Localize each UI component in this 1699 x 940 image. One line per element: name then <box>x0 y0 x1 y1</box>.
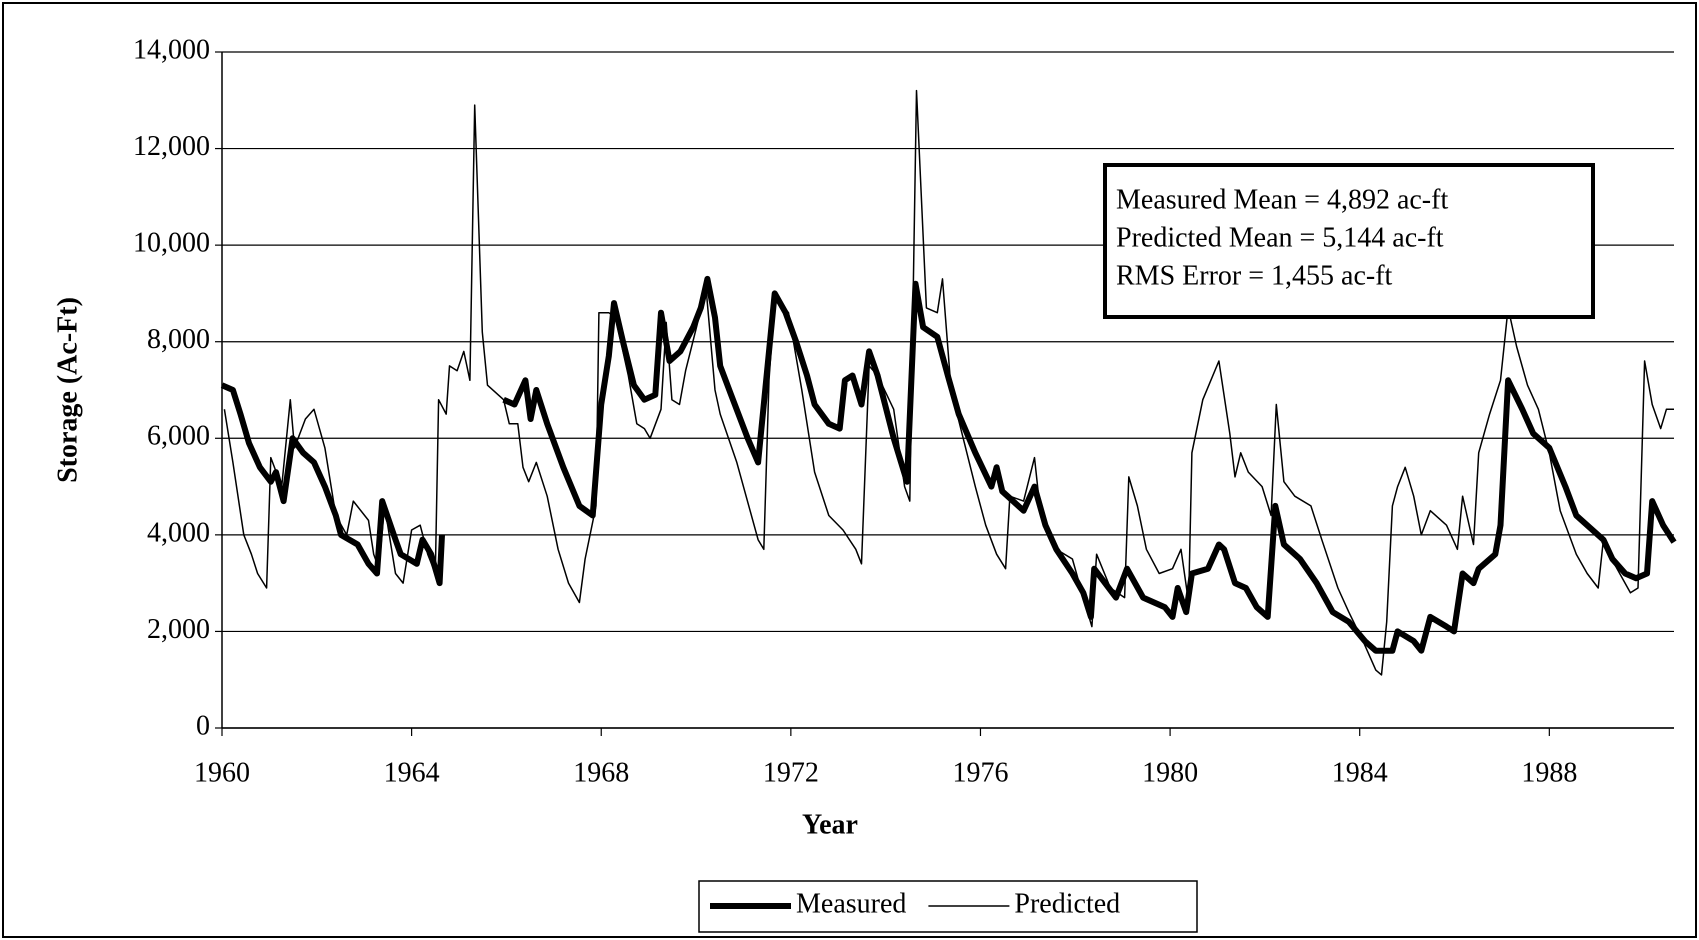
y-tick-label: 0 <box>196 710 210 741</box>
annotation-text: Measured Mean = 4,892 ac-ft <box>1116 184 1448 215</box>
x-tick-label: 1988 <box>1521 757 1577 788</box>
legend-label: Predicted <box>1014 888 1120 919</box>
annotation-text: Predicted Mean = 5,144 ac-ft <box>1116 222 1444 253</box>
x-tick-label: 1968 <box>573 757 629 788</box>
x-tick-label: 1980 <box>1142 757 1198 788</box>
annotation-text: RMS Error = 1,455 ac-ft <box>1116 260 1393 291</box>
x-tick-label: 1960 <box>194 757 250 788</box>
y-tick-label: 2,000 <box>147 614 210 645</box>
legend-label: Measured <box>796 888 906 919</box>
y-tick-label: 4,000 <box>147 517 210 548</box>
y-tick-label: 6,000 <box>147 421 210 452</box>
x-tick-label: 1984 <box>1332 757 1388 788</box>
data-line <box>220 275 1677 654</box>
y-tick-label: 12,000 <box>133 131 210 162</box>
y-tick-label: 14,000 <box>133 34 210 65</box>
y-axis-label: Storage (Ac-Ft) <box>52 297 83 483</box>
x-tick-label: 1964 <box>384 757 440 788</box>
x-tick-label: 1976 <box>952 757 1008 788</box>
x-axis-label: Year <box>802 809 858 840</box>
y-tick-label: 10,000 <box>133 228 210 259</box>
x-tick-label: 1972 <box>763 757 819 788</box>
annotation-box <box>1103 163 1595 319</box>
y-tick-label: 8,000 <box>147 324 210 355</box>
data-line <box>223 89 1674 676</box>
